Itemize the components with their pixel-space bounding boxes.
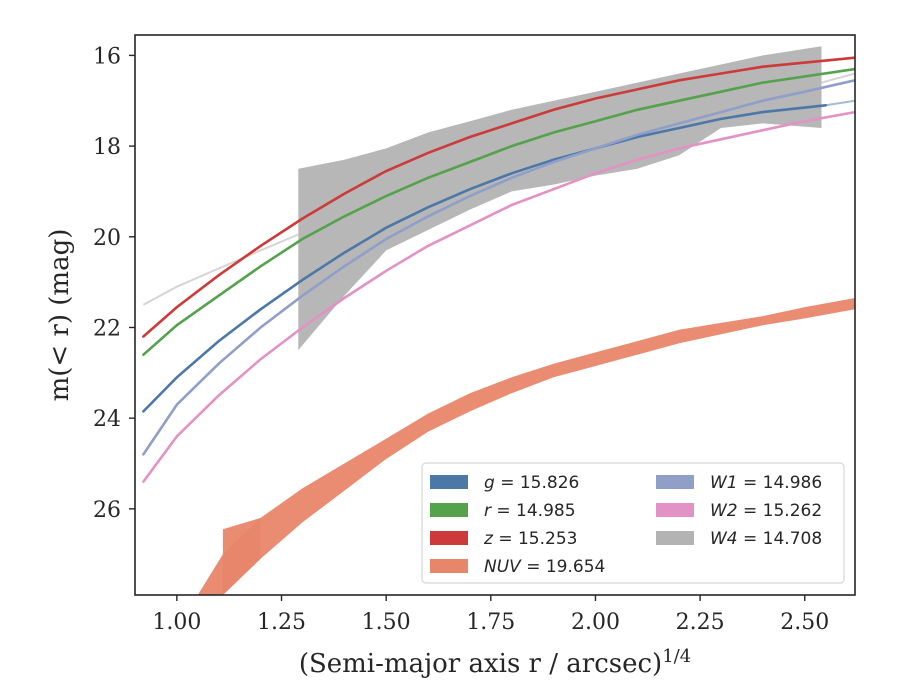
x-tick-label: 2.00	[571, 610, 620, 635]
legend-swatch-r	[430, 503, 468, 517]
series-w2-line	[142, 110, 855, 483]
legend-swatch-nuv	[430, 559, 468, 573]
legend-swatch-z	[430, 531, 468, 545]
series-g-line	[142, 104, 827, 413]
legend-label-w4: W4 = 14.708	[710, 529, 822, 549]
y-axis-label: m(< r) (mag)	[45, 229, 75, 402]
series-w4-tail-line	[821, 72, 855, 84]
legend-swatch-w2	[656, 503, 694, 517]
y-tick-label: 24	[93, 407, 121, 432]
legend-label-g: g = 15.826	[484, 473, 579, 493]
plot-frame	[134, 34, 856, 596]
x-tick-label: 1.00	[152, 610, 201, 635]
legend-swatch-w4	[656, 531, 694, 545]
x-tick-label: 1.75	[466, 610, 515, 635]
legend-label-nuv: NUV = 19.654	[484, 557, 605, 577]
legend: g = 15.826 r = 14.985 z = 15.253 NUV = 19.6…	[421, 462, 845, 584]
series-r-line	[142, 67, 855, 356]
y-tick-label: 18	[93, 135, 121, 160]
series-z-line	[142, 56, 855, 338]
x-axis: 1.00 1.25 1.50 1.75 2.00 2.25 2.50	[152, 595, 829, 635]
legend-swatch-g	[430, 475, 468, 489]
y-tick-label: 22	[93, 316, 121, 341]
series-nuv-band-cap	[222, 517, 261, 595]
legend-swatch-w1	[656, 475, 694, 489]
legend-label-w1: W1 = 14.986	[710, 473, 822, 493]
legend-label-z: z = 15.253	[483, 529, 577, 549]
x-tick-label: 1.25	[257, 610, 306, 635]
x-axis-label: (Semi-major axis r / arcsec)1/4	[299, 646, 691, 679]
x-tick-label: 2.50	[780, 610, 829, 635]
series-w4-band	[298, 46, 822, 351]
series-g-extension-line	[825, 99, 855, 107]
x-axis-label-exponent: 1/4	[662, 646, 691, 667]
legend-label-w2: W2 = 15.262	[710, 501, 822, 521]
legend-box	[421, 462, 845, 584]
series-w4-extension-line	[142, 233, 299, 306]
y-tick-label: 16	[93, 44, 121, 69]
plot-area	[142, 46, 855, 595]
y-tick-label: 26	[93, 498, 121, 523]
y-axis: 16 18 20 22 24 26	[93, 44, 135, 523]
legend-label-r: r = 14.985	[484, 501, 576, 521]
series-w1-line	[142, 79, 855, 456]
x-tick-label: 2.25	[676, 610, 725, 635]
y-tick-label: 20	[93, 226, 121, 251]
x-tick-label: 1.50	[362, 610, 411, 635]
